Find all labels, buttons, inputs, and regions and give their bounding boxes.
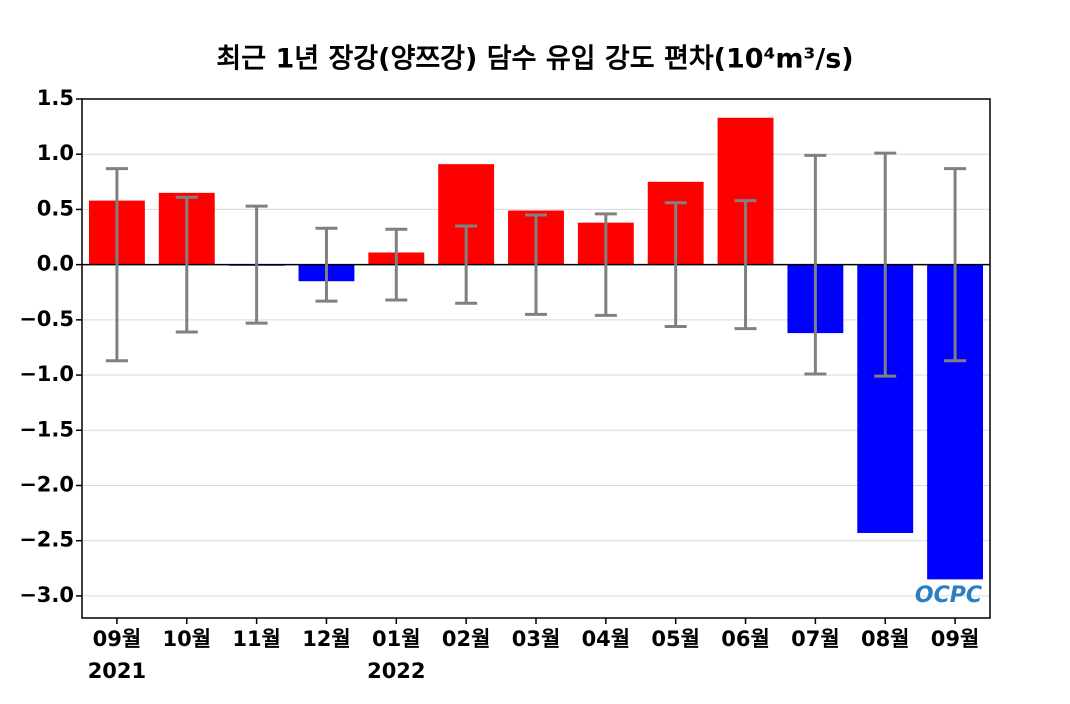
x-tick-label: 05월 (651, 627, 700, 651)
x-tick-label: 07월 (791, 627, 840, 651)
y-tick-label: −2.5 (19, 528, 74, 552)
error-bar (804, 153, 827, 376)
x-tick-label: 12월 (302, 627, 351, 651)
year-label: 2021 (88, 659, 146, 683)
y-tick-label: 1.5 (37, 86, 74, 110)
chart-title: 최근 1년 장강(양쯔강) 담수 유입 강도 편차(10⁴m³/s) (216, 44, 853, 75)
error-bar (594, 212, 617, 317)
error-bar (944, 167, 967, 363)
error-bar (385, 227, 408, 302)
y-tick-label: −2.0 (19, 472, 74, 496)
y-tick-label: 0.5 (37, 196, 74, 220)
x-tick-label: 11월 (232, 627, 281, 651)
error-bar (525, 213, 547, 316)
x-tick-label: 03월 (512, 627, 561, 651)
x-tick-label: 06월 (721, 627, 770, 651)
watermark: OCPC (915, 583, 982, 608)
y-tick-label: −1.0 (19, 362, 74, 386)
y-tick-label: −0.5 (19, 307, 74, 331)
error-bar (874, 151, 897, 378)
error-bar (455, 224, 478, 305)
y-tick-label: −1.5 (19, 417, 74, 441)
x-tick-label: 08월 (861, 627, 910, 651)
year-label: 2022 (367, 659, 425, 683)
plot-frame (81, 98, 991, 619)
x-tick-label: 10월 (162, 627, 211, 651)
x-tick-label: 01월 (372, 627, 421, 651)
y-tick-label: −3.0 (19, 583, 74, 607)
error-bar (245, 204, 268, 325)
error-bar (105, 167, 128, 363)
x-tick-label: 09월 (93, 627, 142, 651)
x-tick-label: 04월 (582, 627, 631, 651)
x-tick-label: 09월 (931, 627, 980, 651)
error-bar (175, 195, 198, 334)
y-tick-label: 0.0 (37, 252, 74, 276)
error-bar (734, 199, 757, 331)
x-tick-label: 02월 (442, 627, 491, 651)
y-tick-label: 1.0 (37, 141, 74, 165)
error-bar (315, 226, 338, 303)
error-bar (664, 201, 687, 328)
